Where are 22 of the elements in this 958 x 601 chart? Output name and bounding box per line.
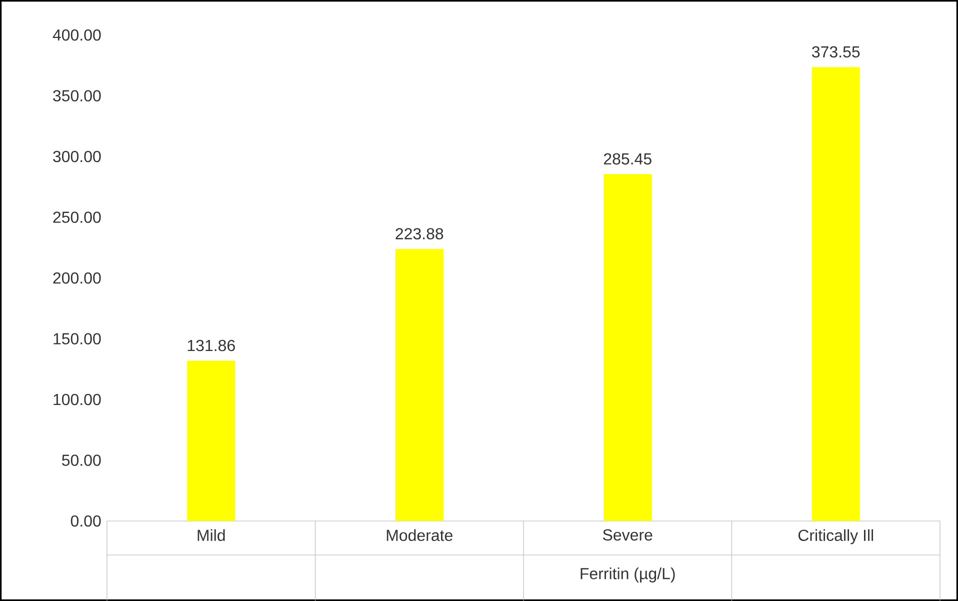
x-axis-title: Ferritin (µg/L) [580,567,675,582]
y-tick-label: 0.00 [70,515,101,527]
data-label: 131.86 [188,340,235,352]
bar [812,67,860,521]
bar [604,174,652,521]
y-tick-label: 400.00 [52,29,101,41]
data-label: 223.88 [396,228,444,240]
data-label: 373.55 [812,46,860,58]
y-tick-label: 200.00 [53,272,101,284]
x-tick-label: Mild [198,529,225,541]
y-tick-label: 150.00 [54,332,101,344]
y-tick-label: 100.00 [54,394,101,406]
y-tick-label: 50.00 [62,454,101,466]
bar [395,248,444,521]
y-tick-label: 250.00 [53,211,101,223]
y-tick-label: 300.00 [53,150,101,162]
bar [187,360,236,521]
y-tick-label: 350.00 [53,90,101,102]
x-tick-label: Severe [603,529,652,540]
data-label: 285.45 [604,153,652,164]
x-tick-label: Critically Ill [798,529,874,544]
x-tick-label: Moderate [386,529,452,541]
